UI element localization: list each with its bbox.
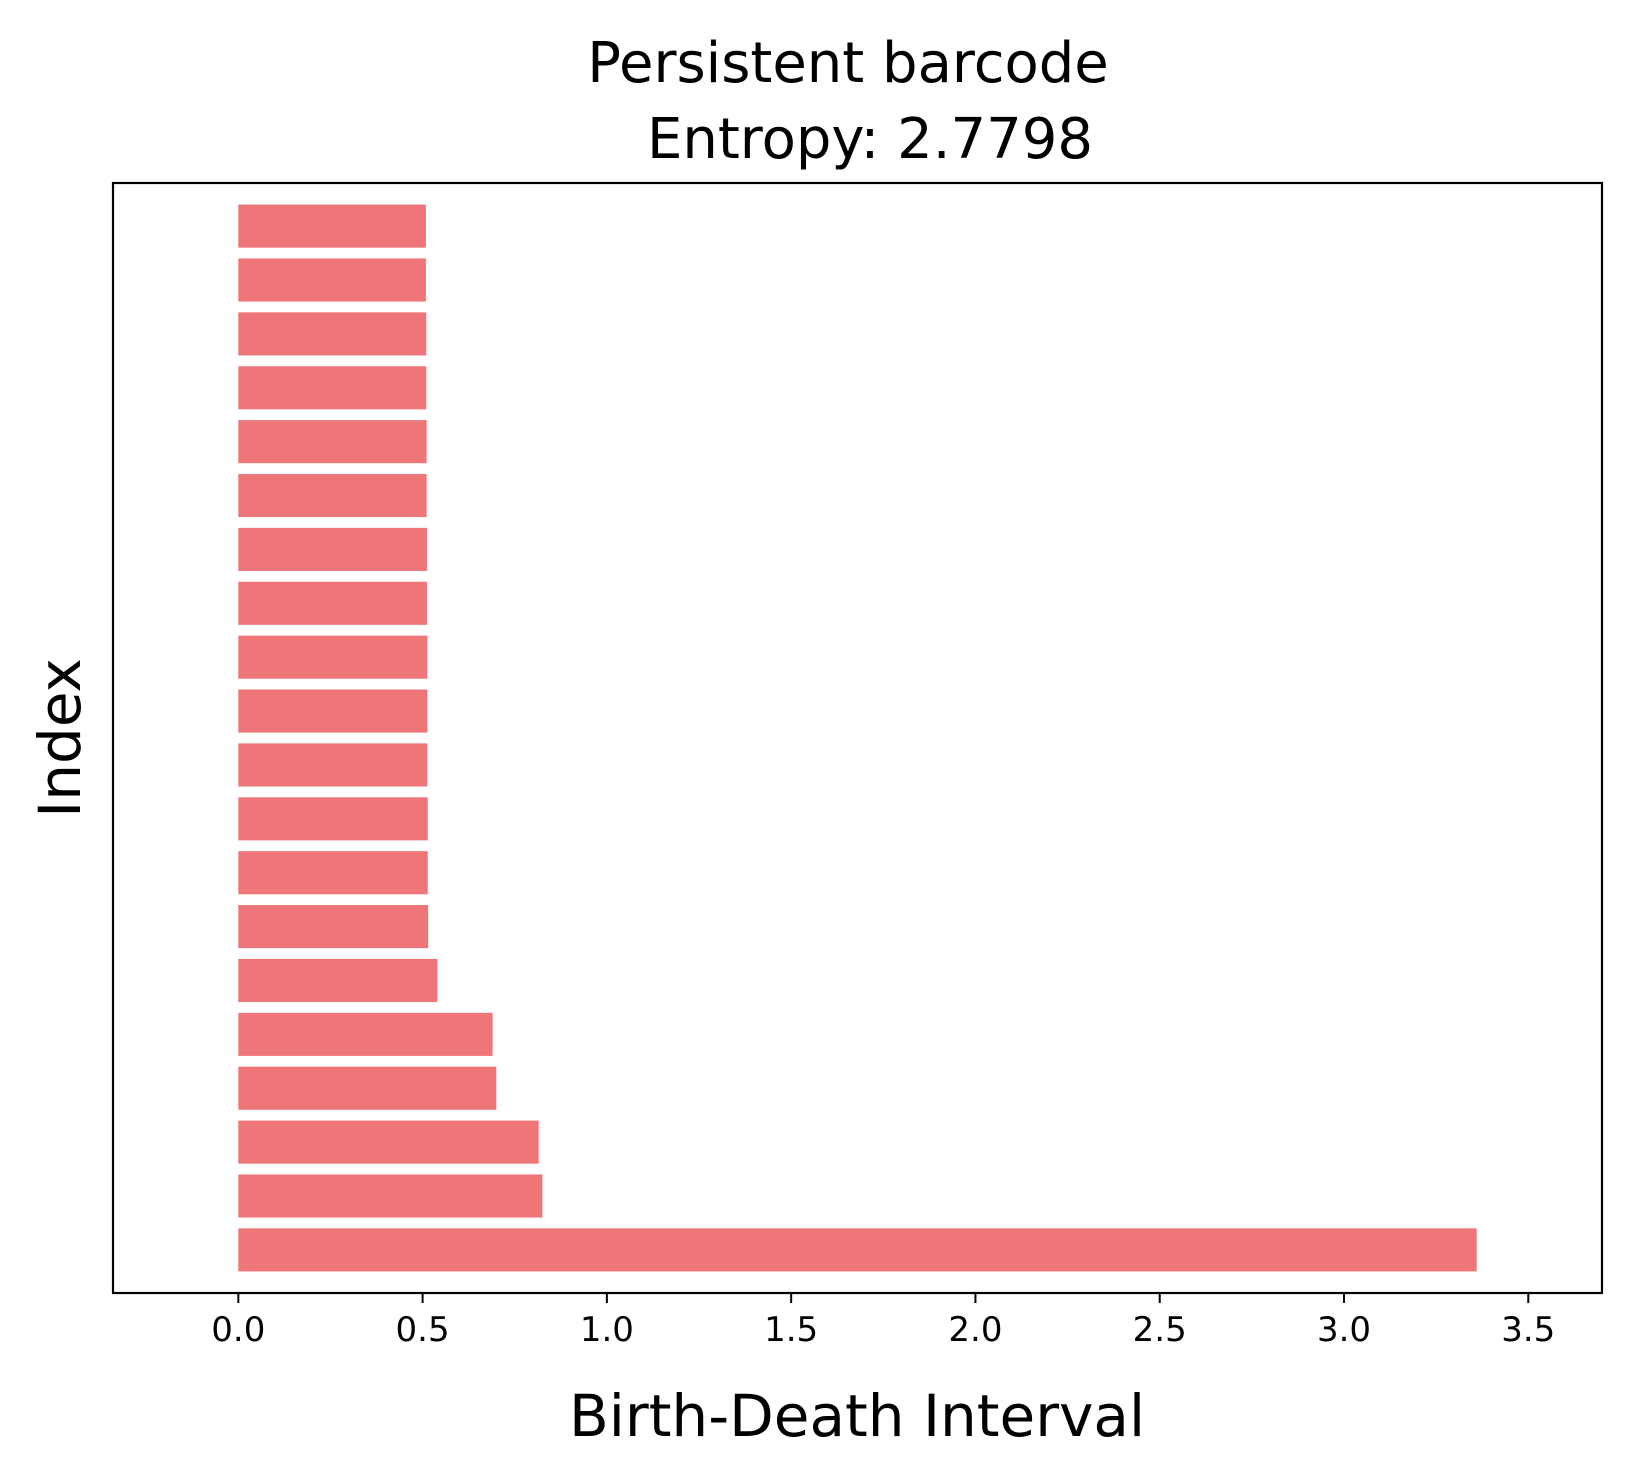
x-tick-label: 3.5 (1501, 1310, 1555, 1350)
x-tick-label: 2.5 (1133, 1310, 1187, 1350)
x-tick-label: 0.0 (211, 1310, 265, 1350)
plot-frame (111, 181, 1604, 1295)
bar-8 (238, 797, 428, 841)
bar-6 (238, 905, 429, 949)
x-tick-label: 1.0 (580, 1310, 634, 1350)
bar-7 (238, 851, 428, 895)
bars-group (238, 204, 1477, 1272)
bar-19 (238, 204, 426, 248)
chart-title-line-2: Entropy: 2.7798 (647, 107, 1093, 172)
chart-title-line-1: Persistent barcode (587, 31, 1109, 96)
bar-17 (238, 312, 427, 356)
bar-5 (238, 958, 438, 1003)
x-tick-label: 1.5 (764, 1310, 818, 1350)
bar-1 (238, 1174, 543, 1218)
bar-2 (238, 1120, 539, 1164)
bar-10 (238, 689, 428, 733)
x-tick-label: 3.0 (1317, 1310, 1371, 1350)
bar-4 (238, 1012, 493, 1056)
bar-18 (238, 258, 426, 302)
y-axis-label: Index (26, 658, 94, 818)
bar-11 (238, 635, 428, 679)
x-axis-label: Birth-Death Interval (569, 1382, 1145, 1450)
x-axis-ticks: 0.0 0.5 1.0 1.5 2.0 2.5 3.0 3.5 (211, 1293, 1555, 1350)
bar-16 (238, 366, 427, 410)
x-tick-label: 0.5 (396, 1310, 450, 1350)
bar-13 (238, 527, 428, 571)
bar-12 (238, 581, 428, 625)
bar-3 (238, 1066, 497, 1110)
x-tick-label: 2.0 (948, 1310, 1002, 1350)
bar-9 (238, 743, 428, 787)
bar-0 (238, 1228, 1477, 1272)
bar-15 (238, 420, 427, 464)
bar-14 (238, 473, 427, 518)
